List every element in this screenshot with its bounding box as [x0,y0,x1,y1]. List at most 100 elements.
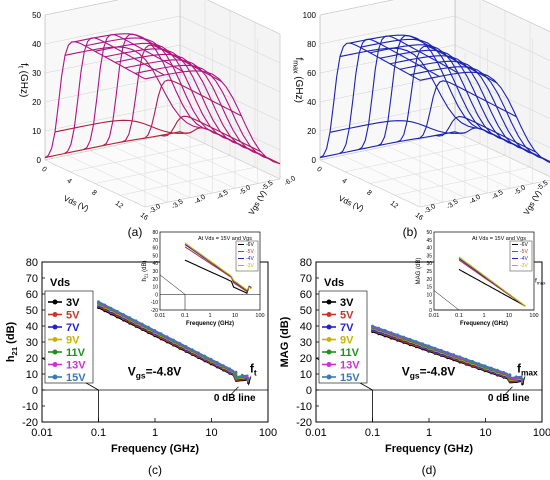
inset-x-tick-label: 100 [529,313,538,319]
y-axis-label: MAG (dB) [279,316,291,367]
series-point-15V [439,348,443,352]
mesh-line-vds [144,70,281,165]
mesh-line-vds [134,64,271,160]
x-tick-label: 12 [389,200,400,210]
legend-label: 15V [340,372,360,384]
mesh-line-vds [419,71,550,163]
y-tick-label: 0 [306,385,312,397]
series-point-15V [97,300,100,304]
series-point-15V [153,329,157,332]
x-tick-label: 8 [365,189,372,197]
legend-label: 15V [66,372,86,384]
legend-swatch-marker [52,374,58,380]
y-tick-label: -20 [296,417,312,429]
series-point-15V [514,375,518,379]
grid-line [409,43,511,189]
inset-y-tick-label: 50 [426,230,432,236]
inset-x-tick-label: 10 [232,313,238,319]
series-point-15V [184,345,188,348]
series-point-15V [464,357,468,361]
inset-y-tick-label: 30 [426,261,432,267]
inset-legend-label: -3V [520,263,528,269]
x-tick-label: 0 [40,166,47,174]
series-point-15V [197,351,200,355]
z-tick-label: 40 [307,98,316,107]
legend-label: 7V [340,322,354,334]
z-tick-label: 10 [32,127,41,136]
grid-line [44,0,281,35]
inset-legend-label: -5V [520,249,528,255]
series-point-15V [496,368,499,372]
inset-y-tick-label: 70 [152,238,158,244]
inset-legend-label: -4V [246,256,254,262]
grid-line [364,52,466,199]
legend-swatch-marker [326,374,332,380]
inset-legend-label: -6V [246,242,254,248]
z-tick-label: 0 [37,156,42,165]
f-pointer [522,376,526,386]
legend-swatch-marker [326,299,332,305]
series-point-15V [228,367,232,371]
grid-line [67,57,168,203]
z-axis-label: ft (GHz) [17,63,30,97]
y-tick-label: 10 [300,369,312,381]
x-tick-label: 16 [414,212,425,222]
x-tick-label: 100 [259,427,277,439]
f-label: ft [250,361,257,377]
inset-x-axis-label: Frequency (GHz) [460,321,508,327]
series-point-15V [446,351,449,354]
grid-line [319,62,421,208]
grid-line [454,131,550,177]
x-axis-label: Vds (V) [337,194,365,214]
mesh-line-vds [64,46,201,129]
y-tick-label: 20 [26,353,38,365]
legend-swatch-marker [52,324,58,330]
series-point-15V [402,335,406,339]
y-tick-label: 30 [26,337,38,349]
legend-box [44,290,94,384]
series-point-15V [147,325,150,329]
y-tick-label: 30 [300,337,312,349]
inset-y-tick-label: 10 [152,285,158,291]
inset-legend-label: -4V [520,256,528,262]
panel-b-surface-fmax: 0204060801000481216-6.0-5.5-5.0-4.5-4.0-… [292,0,550,239]
series-point-15V [122,313,125,316]
z-tick-label: 0 [312,156,317,165]
legend-swatch-marker [326,312,332,317]
series-point-15V [222,364,225,367]
inset-y-tick-label: -10 [151,300,158,306]
inset-y-axis-label: h21 (dB) [142,260,149,281]
series-point-15V [421,342,424,346]
y-tick-label: -10 [296,401,312,413]
series-point-15V [134,319,138,323]
z-tick-label: 40 [32,40,41,49]
mesh-line-vds [74,33,211,131]
y-tick-label: 40 [26,321,38,333]
x-tick-label: 4 [340,178,347,186]
legend-label: 13V [340,360,360,372]
legend-label: 13V [66,360,86,372]
inset-y-tick-label: 0 [429,308,432,314]
grid-line [44,62,146,208]
x-tick-label: 1 [426,427,432,439]
x-tick-label: 1 [152,427,158,439]
mesh-line-vds [399,60,536,155]
grid-line [387,48,488,194]
series-point-15V [159,332,163,335]
mesh-line-vds [44,131,181,159]
mesh-line-vds [94,42,231,141]
y-tick-label: 50 [26,305,38,317]
inset-x-tick-label: 0.01 [155,313,166,319]
legend-swatch-marker [52,337,58,342]
inset-y-tick-label: 40 [426,246,432,252]
legend-title: Vds [50,277,70,289]
zero-line-label: 0 dB line [214,393,256,404]
series-point-15V [471,359,474,363]
legend-label: 5V [340,310,354,322]
series-point-15V [215,361,219,364]
series-point-15V [489,366,493,370]
panel-a-surface-ft: 010203040500481216-6.0-5.5-5.0-4.5-4.0-3… [17,0,297,239]
x-tick-label: 0.01 [305,427,326,439]
